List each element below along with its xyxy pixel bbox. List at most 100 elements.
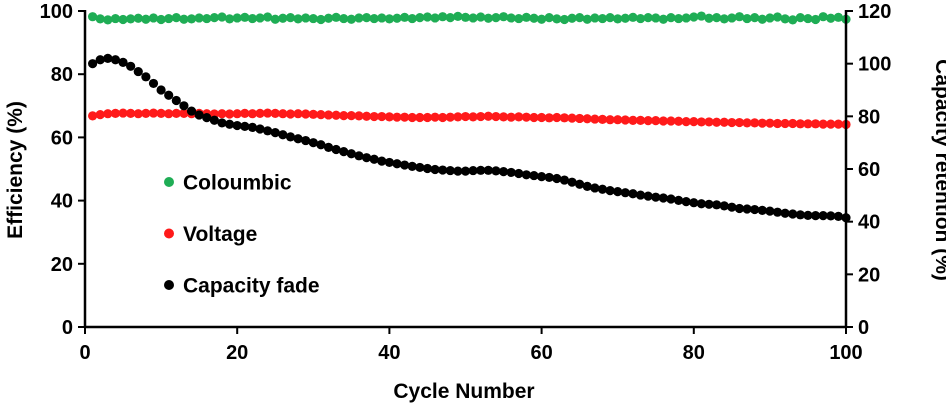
y-tick-label: 80 [51,64,73,86]
data-point [643,13,653,23]
data-point [430,13,440,23]
data-point [673,13,684,24]
data-point [818,211,828,221]
data-point [704,13,714,23]
data-point [392,112,402,122]
data-point [575,179,585,189]
x-tick-label: 60 [530,342,552,364]
data-point [742,13,752,24]
data-point [719,201,729,211]
data-point [552,14,562,24]
data-point [354,13,364,23]
data-point [468,13,478,23]
series-coloumbic [88,11,851,25]
data-point [156,85,166,95]
legend-label: Capacity fade [183,275,320,298]
data-point [179,108,189,118]
data-point [750,204,760,215]
data-point [171,13,181,23]
data-point [727,13,737,23]
data-point [468,112,478,122]
data-point [438,112,448,123]
data-point [681,117,691,127]
data-point [323,142,334,153]
data-point [833,12,843,22]
data-point [795,210,805,220]
data-point [217,12,227,22]
data-point [354,151,364,161]
data-point [613,187,623,197]
data-point [810,14,821,25]
data-point [224,119,235,129]
data-point [582,14,592,24]
data-point [126,108,136,118]
data-point [635,13,646,24]
data-point [194,110,204,120]
data-point [361,153,372,163]
data-point [361,13,372,23]
data-point [597,13,608,24]
data-point [179,14,189,24]
data-point [590,183,600,193]
x-tick-label: 0 [79,342,90,364]
data-point [826,211,836,221]
data-point [308,13,318,24]
data-point [445,165,455,176]
data-point [232,13,242,23]
data-point [620,188,630,198]
data-point [232,120,242,131]
y2-tick-label: 80 [858,106,880,128]
data-point [468,165,478,176]
data-point [270,14,280,24]
data-point [476,111,486,122]
data-point [369,154,379,164]
legend-item: Voltage [164,223,257,246]
data-point [369,111,379,122]
data-point [308,109,318,119]
data-point [689,117,699,127]
data-point [712,117,722,127]
data-point [308,138,318,148]
data-point [407,161,417,171]
data-point [103,53,113,64]
data-point [772,12,783,22]
data-point [803,13,813,24]
x-tick-label: 100 [829,342,862,364]
data-point [118,57,128,67]
data-point [826,13,836,23]
data-point [757,205,767,215]
data-point [597,184,608,194]
data-points-layer [88,11,851,223]
data-point [552,173,562,184]
data-point [506,167,516,178]
data-point [430,164,440,175]
legend-label: Voltage [183,223,257,246]
data-point [833,211,843,221]
data-point [460,111,471,122]
data-point [727,202,737,212]
data-point [285,13,296,23]
data-point [544,113,554,123]
data-point [217,109,227,119]
data-point [689,12,699,22]
legend-marker [164,177,174,187]
y-tick-label: 100 [40,1,73,23]
data-point [339,111,349,121]
data-point [95,14,105,24]
data-point [103,15,113,25]
data-point [537,14,547,24]
data-point [202,13,212,24]
series-voltage [88,108,851,130]
data-point [110,55,121,65]
data-point [186,14,197,24]
data-point [316,110,326,120]
data-point [301,13,311,23]
data-point [635,115,646,125]
data-point [95,110,105,120]
data-point [582,181,592,191]
data-point [643,191,653,201]
legend-label: Coloumbic [183,172,292,195]
data-point [491,111,501,122]
y-tick-label: 20 [51,254,73,276]
